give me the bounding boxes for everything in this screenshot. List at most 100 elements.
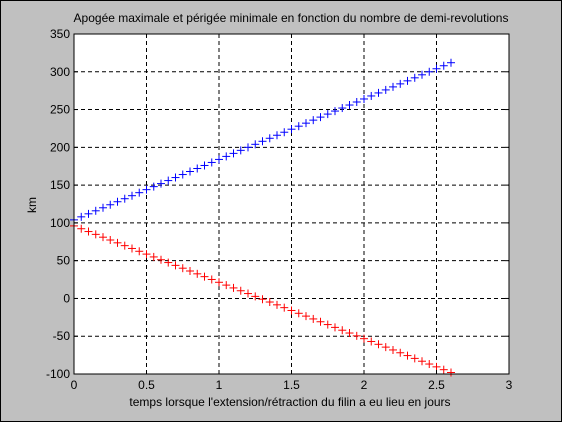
data-point xyxy=(345,101,354,110)
data-point xyxy=(164,176,173,185)
data-point xyxy=(280,128,289,137)
data-point xyxy=(120,241,129,250)
data-point xyxy=(352,98,361,106)
data-point xyxy=(157,255,165,264)
data-point xyxy=(338,104,347,113)
data-point xyxy=(374,340,383,349)
data-point xyxy=(178,170,187,179)
data-point xyxy=(302,119,310,128)
x-tick-label: 0.5 xyxy=(138,378,155,392)
data-point xyxy=(200,272,209,281)
data-point xyxy=(215,278,223,287)
tick-labels: 0 0.5 1 1.5 2 2.5 3 -100 -50 0 50 100 150 200 250 300 35… xyxy=(46,27,513,392)
y-tick-label: 50 xyxy=(57,254,71,268)
data-point xyxy=(352,331,361,340)
data-point xyxy=(410,73,419,82)
x-tick-label: 1 xyxy=(216,378,223,392)
data-point xyxy=(186,267,194,276)
data-point xyxy=(84,209,93,218)
data-point xyxy=(403,351,412,360)
data-point xyxy=(287,306,296,315)
data-point xyxy=(316,113,325,122)
x-axis-label: temps lorsque l'extension/rétraction du … xyxy=(129,395,450,409)
data-point xyxy=(316,317,325,326)
data-point xyxy=(273,300,281,309)
data-point xyxy=(418,70,426,79)
data-point xyxy=(200,161,209,170)
data-point xyxy=(294,122,303,131)
data-point xyxy=(222,152,231,161)
data-point xyxy=(432,362,441,371)
y-tick-label: -50 xyxy=(53,329,71,343)
data-point xyxy=(258,295,267,304)
data-point xyxy=(345,329,354,338)
data-point xyxy=(360,334,368,343)
data-point xyxy=(244,143,252,152)
data-point xyxy=(265,298,274,307)
data-point xyxy=(91,230,100,239)
data-point xyxy=(323,320,332,329)
data-point xyxy=(280,303,289,312)
data-point xyxy=(207,275,216,284)
y-axis-label: km xyxy=(25,197,39,213)
data-point xyxy=(142,185,151,194)
y-tick-label: 0 xyxy=(63,291,70,305)
data-point xyxy=(425,67,434,76)
data-point xyxy=(128,191,136,200)
data-point xyxy=(135,247,144,256)
data-point xyxy=(331,107,339,116)
data-point xyxy=(265,134,274,143)
data-point xyxy=(338,326,347,335)
data-point xyxy=(222,281,231,290)
y-tick-label: -100 xyxy=(46,367,70,381)
data-point xyxy=(106,236,115,245)
data-point xyxy=(91,206,100,215)
chart-title: Apogée maximale et périgée minimale en f… xyxy=(74,11,509,25)
data-point xyxy=(367,91,376,100)
data-point xyxy=(128,244,136,253)
data-point xyxy=(113,238,122,247)
data-point xyxy=(178,264,187,273)
data-point xyxy=(193,269,202,278)
data-point xyxy=(439,61,448,70)
data-point xyxy=(309,116,318,125)
x-tick-label: 2 xyxy=(361,378,368,392)
data-point xyxy=(360,94,368,103)
data-point xyxy=(149,182,158,191)
data-point xyxy=(418,357,426,366)
data-point xyxy=(389,82,397,91)
data-point xyxy=(149,252,158,261)
data-point xyxy=(236,146,245,155)
y-tick-label: 200 xyxy=(50,140,70,154)
data-point xyxy=(331,323,339,332)
data-point xyxy=(425,360,434,369)
x-tick-label: 3 xyxy=(506,378,513,392)
data-point xyxy=(99,233,107,242)
series-layer xyxy=(70,58,455,377)
series-2 xyxy=(70,221,455,377)
data-point xyxy=(432,64,441,73)
x-tick-label: 0 xyxy=(71,378,78,392)
data-point xyxy=(106,200,115,209)
data-point xyxy=(367,337,376,346)
y-tick-label: 300 xyxy=(50,65,70,79)
data-point xyxy=(302,312,310,321)
data-point xyxy=(251,292,260,301)
y-tick-label: 100 xyxy=(50,216,70,230)
data-point xyxy=(447,368,455,377)
y-tick-label: 150 xyxy=(50,178,70,192)
data-point xyxy=(164,258,173,267)
data-point xyxy=(309,314,318,323)
y-tick-label: 250 xyxy=(50,103,70,117)
data-point xyxy=(186,167,194,176)
data-point xyxy=(244,289,252,298)
data-point xyxy=(403,76,412,85)
data-point xyxy=(447,58,455,67)
data-point xyxy=(396,79,405,88)
data-point xyxy=(439,365,448,374)
y-tick-label: 350 xyxy=(50,27,70,41)
data-point xyxy=(323,110,332,119)
data-point xyxy=(113,197,122,206)
x-tick-label: 1.5 xyxy=(283,378,300,392)
data-point xyxy=(84,227,93,236)
